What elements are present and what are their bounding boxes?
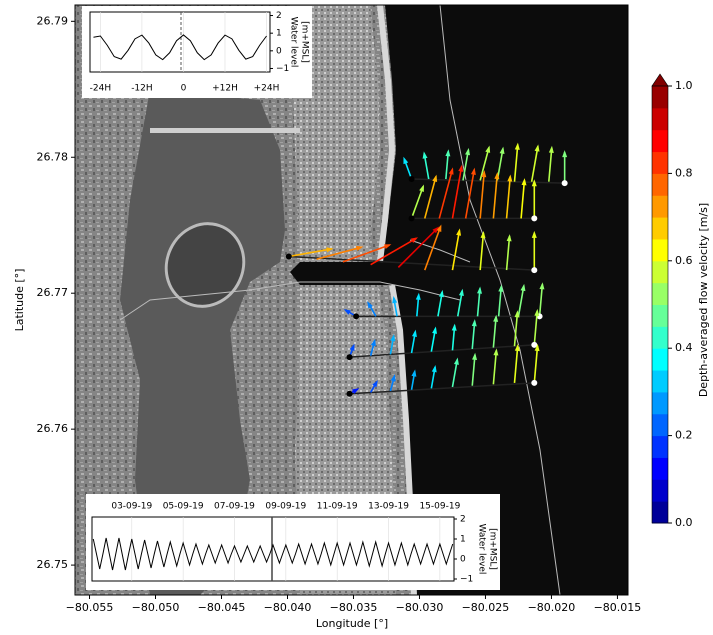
inset-ylabel: Water level xyxy=(477,524,487,575)
colorbar-band xyxy=(652,173,668,195)
transect-start xyxy=(347,354,353,360)
transect-end xyxy=(562,180,568,186)
y-tick-label: 2 xyxy=(460,515,466,525)
colorbar-band xyxy=(652,239,668,261)
colorbar-tick-label: 0.2 xyxy=(675,429,693,442)
x-tick-label: −80.030 xyxy=(396,601,444,614)
colorbar-band xyxy=(652,261,668,283)
colorbar-tick-label: 1.0 xyxy=(675,79,693,92)
inset-ylabel: [m+MSL] xyxy=(488,528,498,570)
colorbar-tick-label: 0.6 xyxy=(675,254,693,267)
colorbar-tick-label: 0.8 xyxy=(675,166,693,179)
y-tick-label: −1 xyxy=(460,575,473,585)
colorbar-tick-label: 0.0 xyxy=(675,516,693,529)
transect-start xyxy=(353,313,359,319)
y-tick-label: 26.77 xyxy=(37,286,69,299)
bridge xyxy=(150,128,300,133)
figure: Water level [m+MSL] Water level [m+MSL] … xyxy=(0,0,713,635)
x-tick-label: 11-09-19 xyxy=(317,502,358,512)
y-tick-label: 2 xyxy=(276,11,282,21)
colorbar-band xyxy=(652,370,668,392)
x-tick-label: −80.055 xyxy=(66,601,114,614)
x-tick-label: 03-09-19 xyxy=(111,502,152,512)
colorbar-band xyxy=(652,130,668,152)
y-tick-label: 26.78 xyxy=(37,150,69,163)
x-tick-label: 15-09-19 xyxy=(419,502,460,512)
transect-start xyxy=(286,253,292,259)
colorbar-band xyxy=(652,501,668,523)
colorbar-band xyxy=(652,457,668,479)
y-tick-label: 0 xyxy=(276,46,282,56)
colorbar-band xyxy=(652,152,668,174)
colorbar-band xyxy=(652,414,668,436)
colorbar-band xyxy=(652,86,668,108)
inset-ylabel: Water level xyxy=(289,17,299,68)
inset-ylabel: [m+MSL] xyxy=(300,21,310,63)
y-tick-label: 1 xyxy=(276,29,282,39)
colorbar-label: Depth-averaged flow velocity [m/s] xyxy=(697,203,710,397)
colorbar-band xyxy=(652,195,668,217)
y-axis-label: Latitude [°] xyxy=(13,269,26,332)
transect-start xyxy=(409,176,415,182)
colorbar-band xyxy=(652,217,668,239)
y-tick-label: 0 xyxy=(460,555,466,565)
transect-end xyxy=(531,215,537,221)
y-tick-label: −1 xyxy=(276,64,289,74)
colorbar-band xyxy=(652,348,668,370)
x-tick-label: 05-09-19 xyxy=(163,502,204,512)
x-tick-label: −80.025 xyxy=(462,601,510,614)
colorbar-band xyxy=(652,392,668,414)
x-axis-label: Longitude [°] xyxy=(316,617,388,630)
colorbar-tick-label: 0.4 xyxy=(675,341,693,354)
x-tick-label: -24H xyxy=(90,84,111,94)
colorbar-band xyxy=(652,326,668,348)
x-tick-label: −80.050 xyxy=(132,601,180,614)
x-tick-label: +24H xyxy=(254,84,280,94)
y-tick-label: 26.75 xyxy=(37,558,69,571)
x-tick-label: 0 xyxy=(181,84,187,94)
transect-start xyxy=(409,215,415,221)
x-tick-label: 13-09-19 xyxy=(368,502,409,512)
y-tick-label: 26.76 xyxy=(37,422,69,435)
colorbar-band xyxy=(652,479,668,501)
x-tick-label: -12H xyxy=(131,84,152,94)
transect-end xyxy=(531,267,537,273)
transect-start xyxy=(347,391,353,397)
y-tick-label: 26.79 xyxy=(37,14,69,27)
x-tick-label: +12H xyxy=(212,84,238,94)
colorbar-band xyxy=(652,108,668,130)
transect-end xyxy=(531,380,537,386)
colorbar-band xyxy=(652,283,668,305)
colorbar-extend xyxy=(652,74,668,86)
x-tick-label: −80.015 xyxy=(594,601,642,614)
y-tick-label: 1 xyxy=(460,535,466,545)
colorbar-band xyxy=(652,305,668,327)
x-tick-label: 09-09-19 xyxy=(265,502,306,512)
x-tick-label: −80.040 xyxy=(264,601,312,614)
colorbar-band xyxy=(652,436,668,458)
x-tick-label: −80.020 xyxy=(528,601,576,614)
x-tick-label: 07-09-19 xyxy=(214,502,255,512)
x-tick-label: −80.045 xyxy=(198,601,246,614)
x-tick-label: −80.035 xyxy=(330,601,378,614)
